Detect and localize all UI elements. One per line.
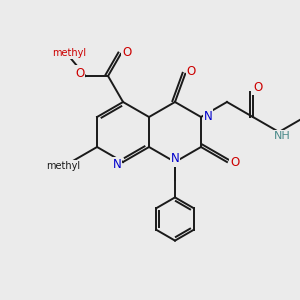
Text: N: N bbox=[204, 110, 212, 124]
Text: O: O bbox=[253, 81, 262, 94]
Text: N: N bbox=[113, 158, 122, 172]
Text: NH: NH bbox=[274, 131, 290, 141]
Text: N: N bbox=[171, 152, 179, 166]
Text: O: O bbox=[75, 67, 84, 80]
Text: methyl: methyl bbox=[46, 161, 80, 171]
Text: methyl: methyl bbox=[52, 48, 86, 58]
Text: O: O bbox=[230, 155, 240, 169]
Text: O: O bbox=[122, 46, 131, 59]
Text: O: O bbox=[187, 65, 196, 78]
